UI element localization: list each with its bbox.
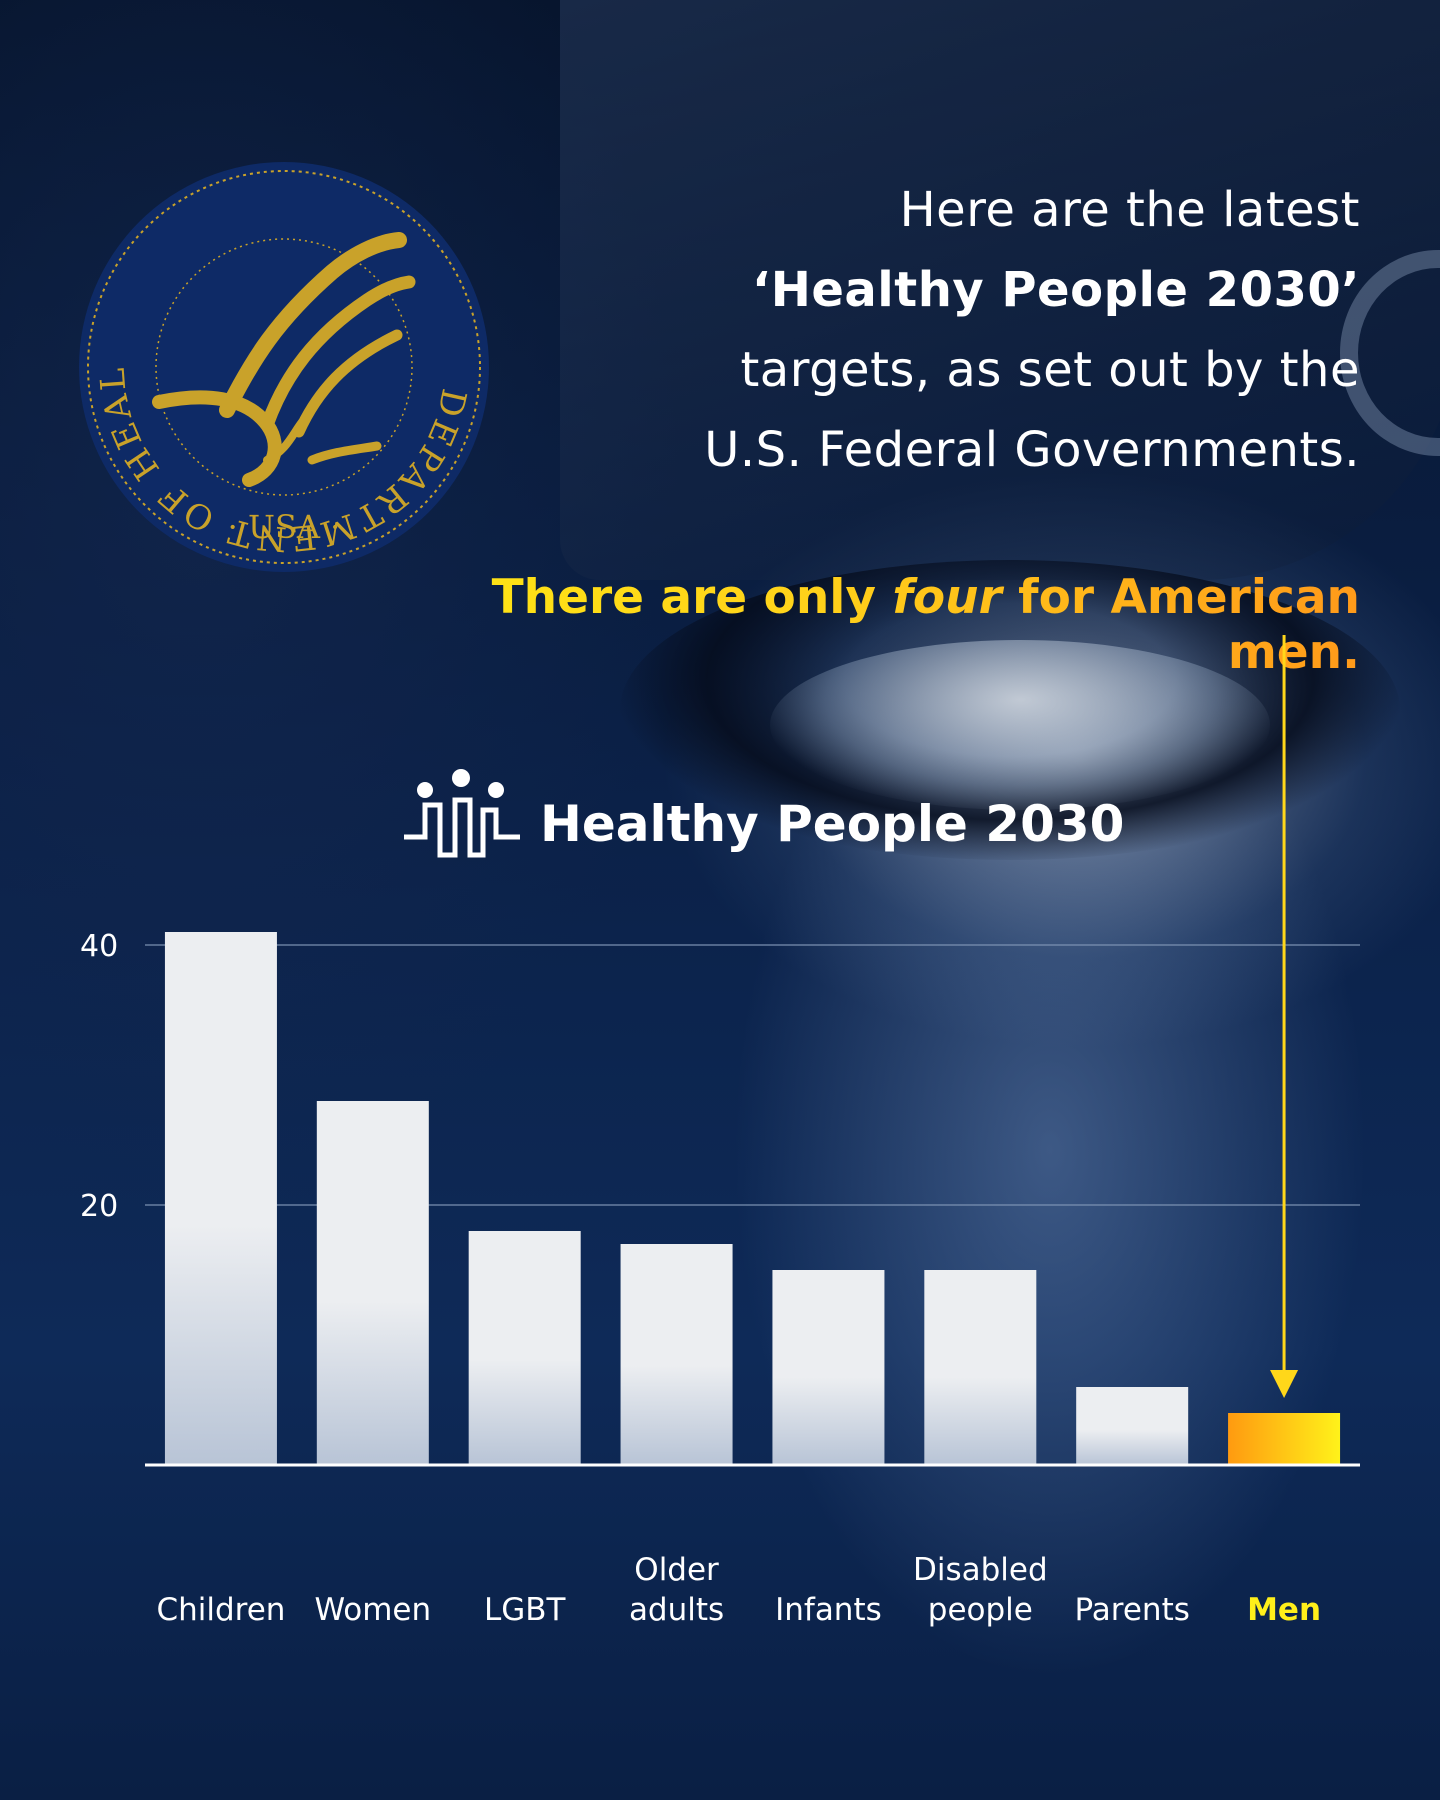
category-label-older-adults: Older adults	[628, 1552, 725, 1628]
healthy-people-logo: Healthy People 2030	[400, 765, 1124, 875]
bar-women	[316, 1101, 429, 1465]
y-tick-label-20: 20	[80, 1189, 118, 1224]
bars	[164, 932, 1341, 1465]
hhs-seal-logo: DEPARTMENT OF HEALTH & HUMAN SERVICES · …	[77, 160, 489, 572]
bar-disabled-people	[924, 1270, 1037, 1465]
logo-text: Healthy People 2030	[540, 795, 1125, 853]
seal-eagle-emblem	[152, 232, 416, 487]
bar-men	[1228, 1413, 1341, 1465]
men-arrow	[1270, 635, 1299, 1398]
healthy-people-figures-icon	[404, 769, 520, 858]
y-tick-label-40: 40	[80, 929, 118, 964]
headline: Here are the latest ‘Healthy People 2030…	[600, 170, 1360, 490]
category-label-children: Children	[156, 1592, 286, 1628]
bar-children	[164, 932, 277, 1465]
headline-line-3: targets, as set out by the	[740, 342, 1360, 398]
bar-lgbt	[468, 1231, 581, 1465]
bar-older-adults	[620, 1244, 733, 1465]
arrow-head	[1270, 1370, 1299, 1398]
headline-line-1: Here are the latest	[899, 182, 1360, 238]
headline-line-2: ‘Healthy People 2030’	[751, 262, 1360, 318]
headline-line-4: U.S. Federal Governments.	[704, 422, 1360, 478]
seal-usa-text: · USA ·	[228, 508, 341, 546]
category-label-women: Women	[314, 1592, 432, 1628]
category-label-disabled-people: Disabled people	[912, 1552, 1048, 1628]
category-label-parents: Parents	[1074, 1592, 1190, 1628]
category-label-men: Men	[1247, 1592, 1322, 1628]
category-label-lgbt: LGBT	[483, 1592, 566, 1628]
bar-infants	[772, 1270, 885, 1465]
bar-parents	[1076, 1387, 1189, 1465]
category-label-infants: Infants	[775, 1592, 882, 1628]
